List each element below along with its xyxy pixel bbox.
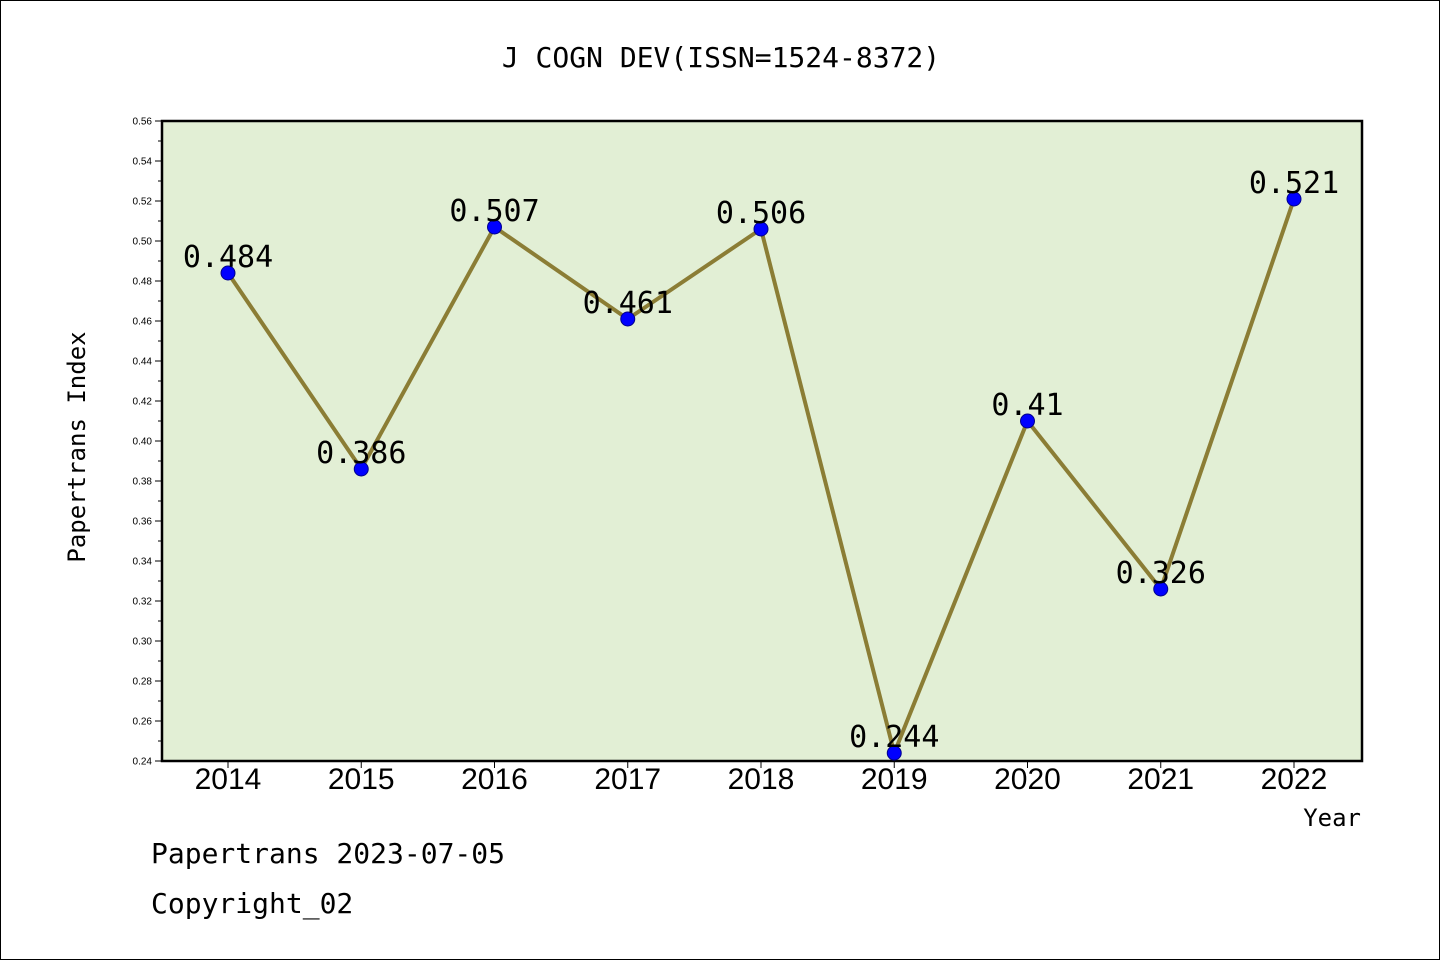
- x-axis-label: Year: [1303, 804, 1361, 832]
- data-point: [1153, 581, 1169, 597]
- y-tick-label: 0.52: [133, 197, 153, 208]
- x-tick-label: 2018: [728, 763, 795, 796]
- data-label: 0.461: [583, 286, 673, 321]
- y-axis-label: Papertrans Index: [63, 331, 91, 562]
- x-tick-label: 2016: [461, 763, 528, 796]
- footer-copyright: Copyright_02: [151, 887, 354, 920]
- data-point: [220, 265, 236, 281]
- y-tick-label: 0.46: [133, 317, 153, 328]
- y-tick-label: 0.38: [133, 477, 153, 488]
- data-point: [353, 461, 369, 477]
- x-tick-label: 2017: [594, 763, 661, 796]
- data-point: [753, 221, 769, 237]
- x-tick-label: 2014: [195, 763, 262, 796]
- y-axis: 0.24 0.26 0.28 0.30 0.32 0.34 0.36 0.38 0.40 0.42…: [133, 117, 162, 768]
- data-label: 0.41: [991, 388, 1063, 423]
- y-tick-label: 0.36: [133, 517, 153, 528]
- y-tick-label: 0.56: [133, 117, 153, 128]
- y-tick-label: 0.54: [133, 157, 153, 168]
- y-tick-label: 0.40: [133, 437, 153, 448]
- y-tick-label: 0.48: [133, 277, 153, 288]
- x-tick-label: 2019: [861, 763, 928, 796]
- data-label: 0.244: [849, 720, 939, 755]
- data-label: 0.326: [1116, 556, 1206, 591]
- x-tick-label: 2020: [994, 763, 1061, 796]
- x-tick-label: 2022: [1261, 763, 1328, 796]
- footer-date: Papertrans 2023-07-05: [151, 837, 506, 870]
- x-tick-label: 2021: [1127, 763, 1194, 796]
- y-tick-label: 0.24: [133, 757, 153, 768]
- y-tick-label: 0.42: [133, 397, 153, 408]
- data-label: 0.386: [316, 436, 406, 471]
- y-tick-label: 0.28: [133, 677, 153, 688]
- data-label: 0.521: [1249, 166, 1339, 201]
- data-label: 0.506: [716, 196, 806, 231]
- series-layer: 0.484 0.386 0.507 0.461 0.506 0.244 0.41 0.326 0…: [183, 166, 1339, 761]
- x-axis: 2014 2015 2016 2017 2018 2019 2020 2021 2022: [195, 761, 1328, 796]
- y-tick-label: 0.50: [133, 237, 153, 248]
- x-tick-label: 2015: [328, 763, 395, 796]
- data-label: 0.507: [449, 194, 539, 229]
- y-tick-label: 0.44: [133, 357, 153, 368]
- chart-title: J COGN DEV(ISSN=1524-8372): [502, 41, 940, 74]
- data-point: [1286, 191, 1302, 207]
- data-point: [886, 745, 902, 761]
- y-tick-label: 0.26: [133, 717, 153, 728]
- data-label: 0.484: [183, 240, 273, 275]
- y-tick-label: 0.32: [133, 597, 153, 608]
- data-point: [1020, 413, 1035, 429]
- y-tick-label: 0.30: [133, 637, 153, 648]
- data-point: [487, 219, 502, 235]
- y-tick-label: 0.34: [133, 557, 153, 568]
- data-point: [620, 311, 636, 327]
